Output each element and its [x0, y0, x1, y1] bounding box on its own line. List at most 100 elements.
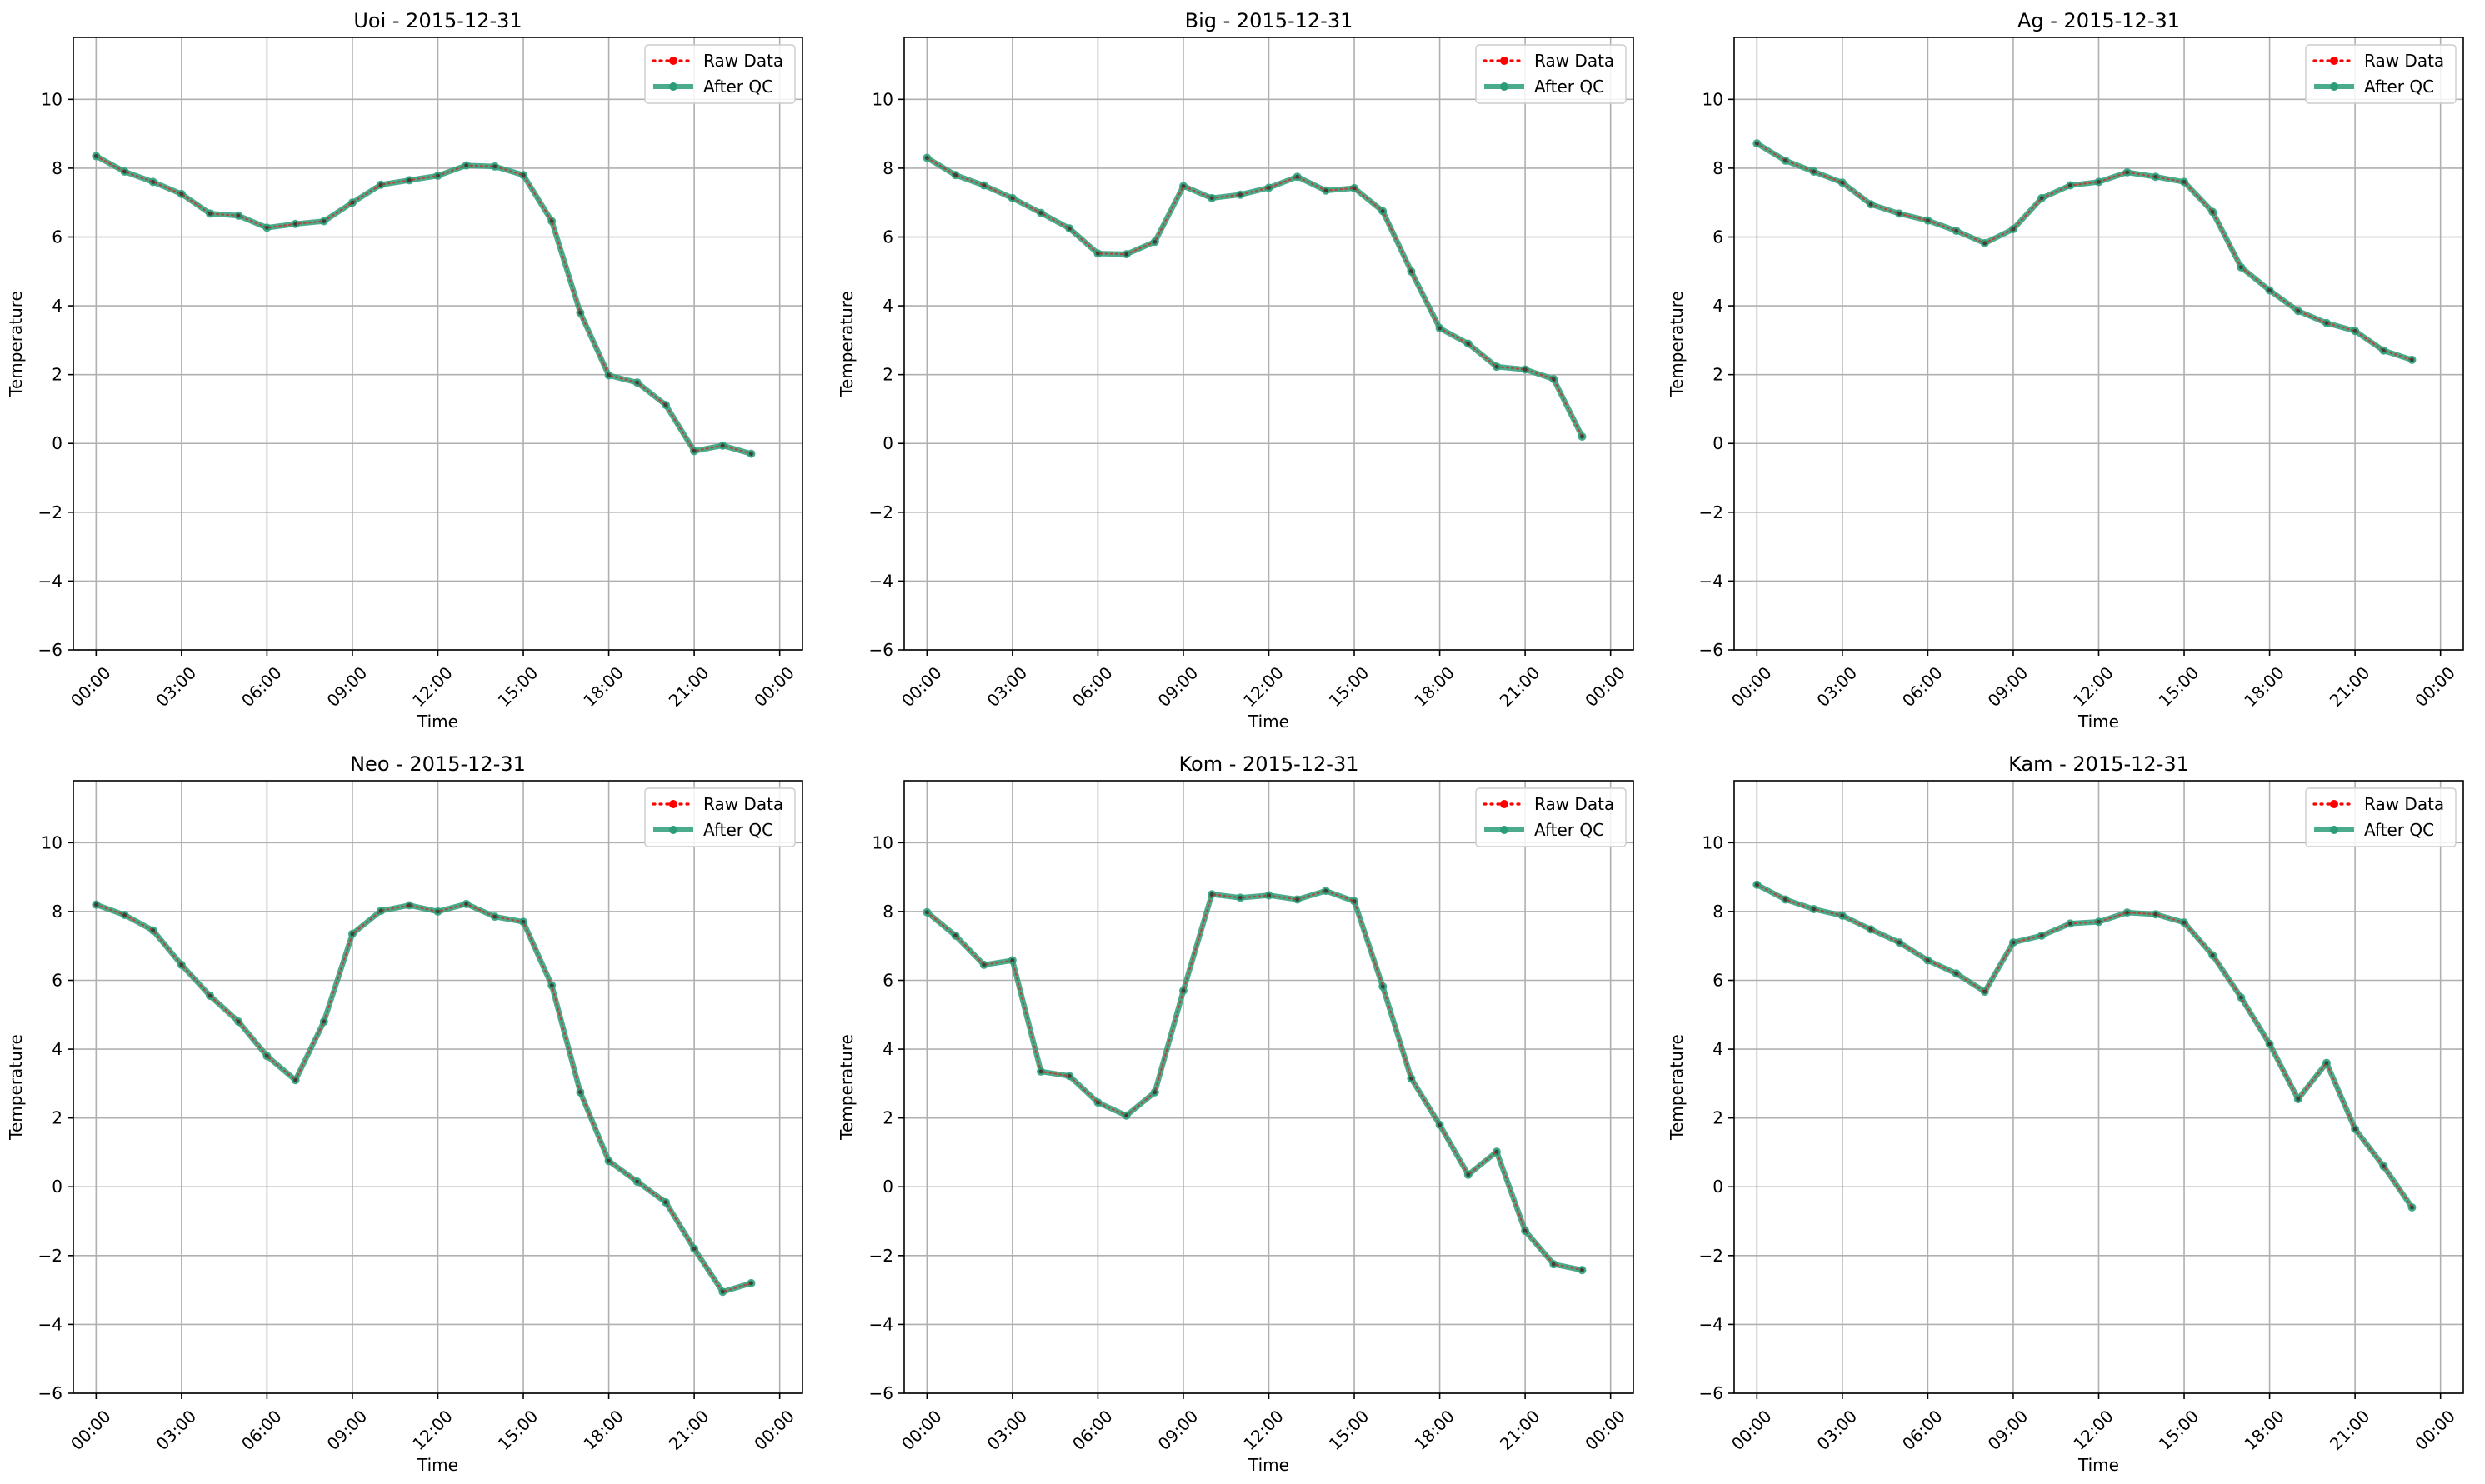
legend-qc-marker — [1500, 82, 1508, 91]
raw-data-point — [1038, 211, 1043, 215]
raw-data-point — [720, 443, 725, 448]
x-tick-label: 06:00 — [1068, 662, 1117, 711]
y-tick-label: 4 — [52, 296, 62, 316]
raw-data-point — [1408, 269, 1413, 274]
y-tick-label: −6 — [869, 640, 893, 660]
raw-data-point — [1152, 1090, 1158, 1095]
raw-data-point — [692, 448, 697, 453]
raw-data-point — [1954, 228, 1959, 233]
x-tick-label: 06:00 — [238, 1406, 286, 1454]
y-tick-label: −4 — [38, 1314, 62, 1334]
x-tick-label: 15:00 — [494, 1406, 542, 1454]
y-tick-label: 4 — [52, 1039, 62, 1059]
series-raw-data-line — [926, 889, 1583, 1272]
raw-data-point — [151, 180, 156, 184]
x-tick-label: 18:00 — [579, 662, 628, 711]
raw-data-point — [407, 903, 412, 907]
x-tick-label: 00:00 — [2411, 662, 2459, 711]
y-tick-label: 8 — [882, 902, 893, 922]
subplot-4: −6 −4 −2 0 2 4 6 8 10 00:00 03:00 06:00 09:00 12:00 15… — [6, 752, 803, 1475]
y-tick-label: 2 — [1712, 1108, 1723, 1128]
raw-data-point — [1380, 984, 1385, 989]
raw-data-point — [1438, 326, 1442, 331]
raw-data-point — [93, 154, 98, 158]
y-tick-label: −4 — [1699, 571, 1723, 591]
x-tick-label: 06:00 — [1898, 662, 1947, 711]
x-tick-label: 12:00 — [408, 662, 457, 711]
raw-data-point — [1238, 895, 1242, 900]
raw-data-point — [1522, 367, 1528, 372]
y-tick-label: −2 — [869, 1246, 893, 1266]
raw-data-point — [1466, 1172, 1471, 1177]
y-tick-label: 2 — [882, 365, 893, 385]
raw-data-point — [2268, 1042, 2272, 1047]
raw-data-point — [2182, 920, 2187, 925]
raw-data-point — [1897, 940, 1902, 945]
raw-data-point — [322, 1019, 327, 1024]
x-tick-label: 09:00 — [323, 662, 372, 711]
y-axis-label: Temperature — [1667, 291, 1687, 397]
y-tick-label: 10 — [42, 89, 62, 109]
y-tick-label: −2 — [1699, 1246, 1723, 1266]
y-tick-label: 0 — [52, 1177, 62, 1197]
y-tick-label: −2 — [38, 1246, 62, 1266]
raw-data-point — [2210, 952, 2215, 957]
raw-data-point — [1408, 1076, 1413, 1081]
raw-data-point — [492, 914, 498, 919]
x-axis-label: Time — [2078, 712, 2119, 732]
legend-raw-marker — [669, 800, 678, 808]
raw-data-point — [1494, 364, 1499, 369]
y-tick-label: 10 — [872, 832, 893, 852]
raw-data-point — [2296, 308, 2301, 313]
raw-data-point — [749, 1281, 753, 1286]
y-tick-label: 10 — [872, 89, 893, 109]
raw-data-point — [436, 173, 440, 178]
subplot-title: Kom - 2015-12-31 — [1179, 752, 1359, 776]
raw-data-point — [236, 213, 241, 218]
x-tick-label: 03:00 — [982, 1406, 1031, 1454]
raw-data-point — [1352, 186, 1357, 191]
series-after-qc-line — [924, 155, 1585, 440]
legend-raw-marker — [1500, 57, 1508, 65]
legend-raw-label: Raw Data — [1534, 51, 1614, 71]
raw-data-point — [1982, 989, 1988, 994]
x-tick-label: 12:00 — [408, 1406, 457, 1454]
y-tick-label: −4 — [869, 1314, 893, 1334]
raw-data-point — [1783, 158, 1788, 163]
x-tick-label: 03:00 — [152, 662, 200, 711]
raw-data-point — [1551, 1262, 1556, 1267]
raw-data-point — [322, 219, 327, 223]
x-tick-label: 09:00 — [1984, 1406, 2032, 1454]
raw-data-point — [492, 164, 498, 169]
series-raw-data-line — [926, 157, 1583, 438]
raw-data-point — [1067, 226, 1072, 231]
raw-data-point — [208, 212, 212, 216]
raw-data-point — [982, 183, 987, 187]
x-axis-label: Time — [2078, 1455, 2119, 1475]
subplot-2: −6 −4 −2 0 2 4 6 8 10 00:00 03:00 06:00 09:00 12:00 15… — [837, 9, 1634, 732]
x-tick-label: 00:00 — [898, 662, 946, 711]
y-tick-label: 2 — [52, 365, 62, 385]
legend-qc-marker — [669, 826, 678, 834]
raw-data-point — [2268, 288, 2272, 292]
x-tick-label: 21:00 — [1496, 1406, 1544, 1454]
y-tick-label: 6 — [52, 227, 62, 247]
y-tick-label: 2 — [1712, 365, 1723, 385]
raw-data-point — [953, 933, 958, 938]
raw-data-point — [236, 1019, 241, 1024]
raw-data-point — [2352, 328, 2358, 333]
y-tick-label: 8 — [1712, 158, 1723, 178]
x-tick-label: 15:00 — [494, 662, 542, 711]
raw-data-point — [1812, 169, 1817, 174]
raw-data-point — [663, 1200, 668, 1205]
raw-data-point — [1380, 209, 1385, 213]
raw-data-point — [2410, 1205, 2414, 1210]
x-tick-label: 09:00 — [1154, 662, 1202, 711]
raw-data-point — [2153, 174, 2158, 179]
legend-raw-marker — [1500, 800, 1508, 808]
raw-data-point — [1295, 174, 1300, 179]
y-tick-label: −6 — [1699, 1383, 1723, 1403]
legend-qc-label: After QC — [703, 820, 773, 840]
x-tick-label: 18:00 — [2240, 662, 2288, 711]
